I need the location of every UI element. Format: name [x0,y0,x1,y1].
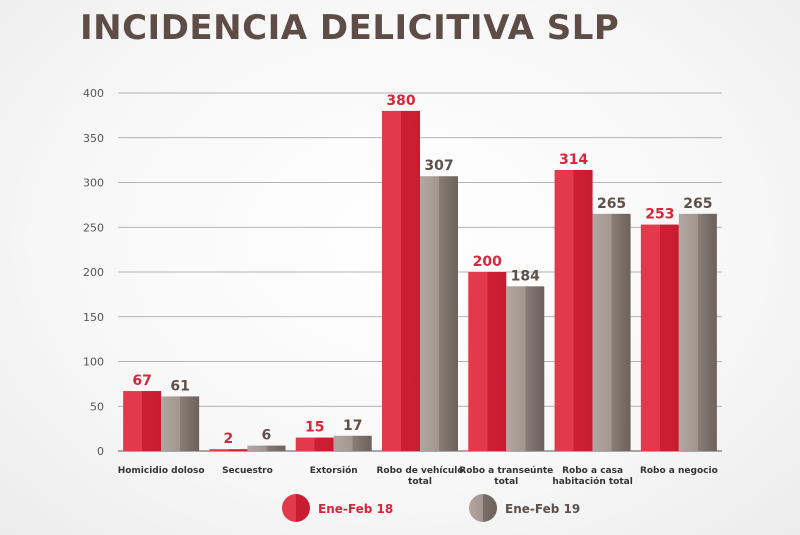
y-tick-label: 400 [83,87,104,100]
data-label: 6 [262,428,272,444]
category-label: Extorsión [310,465,358,476]
category-label: total [408,477,432,487]
bar [123,391,162,451]
labels: 67 61 Homicidio doloso 2 6 Secuestro 15 17 Extor… [118,93,718,487]
category-label: Robo de vehículo [376,466,463,476]
bar [209,449,248,451]
data-label: 67 [132,373,151,389]
data-label: 253 [645,207,674,223]
bar [640,224,679,451]
bar [295,437,334,451]
category-label: Robo a casa [562,466,623,476]
data-label: 2 [224,431,234,447]
legend-swatch [469,494,497,522]
y-tick-label: 250 [83,221,104,234]
y-tick-label: 100 [83,356,104,369]
category-label: Robo a transeúnte [459,466,553,476]
y-tick-label: 350 [83,132,104,145]
data-label: 307 [424,158,453,174]
legend-swatch [282,494,310,522]
data-label: 200 [473,254,502,270]
y-tick-label: 200 [83,266,104,279]
data-label: 184 [511,268,540,284]
legend-label: Ene-Feb 19 [505,502,580,516]
data-label: 17 [343,418,362,434]
legend-label: Ene-Feb 18 [318,502,393,516]
category-label: total [494,477,518,487]
legend: Ene-Feb 18 Ene-Feb 19 [282,494,580,522]
category-label: habitación total [552,476,632,487]
bar [678,213,717,451]
data-label: 15 [305,420,324,436]
bar [468,272,507,451]
bar [506,286,545,451]
chart-title: INCIDENCIA DELICITIVA SLP [80,8,620,48]
bars [123,110,717,452]
category-label: Homicidio doloso [118,466,205,476]
bar [592,213,631,451]
data-label: 61 [170,378,189,394]
category-label: Secuestro [222,466,273,476]
bar [161,396,200,451]
bar [420,176,458,452]
data-label: 314 [559,152,588,168]
bar [554,169,593,451]
y-tick-label: 150 [83,311,104,324]
bar [247,445,286,451]
bar [382,110,420,452]
category-label: Robo a negocio [640,466,718,476]
data-label: 265 [597,196,626,212]
data-label: 265 [683,196,712,212]
data-label: 380 [386,93,415,109]
y-tick-label: 300 [83,177,104,190]
bar [333,435,372,451]
y-tick-label: 50 [90,400,104,413]
y-tick-label: 0 [97,445,104,458]
